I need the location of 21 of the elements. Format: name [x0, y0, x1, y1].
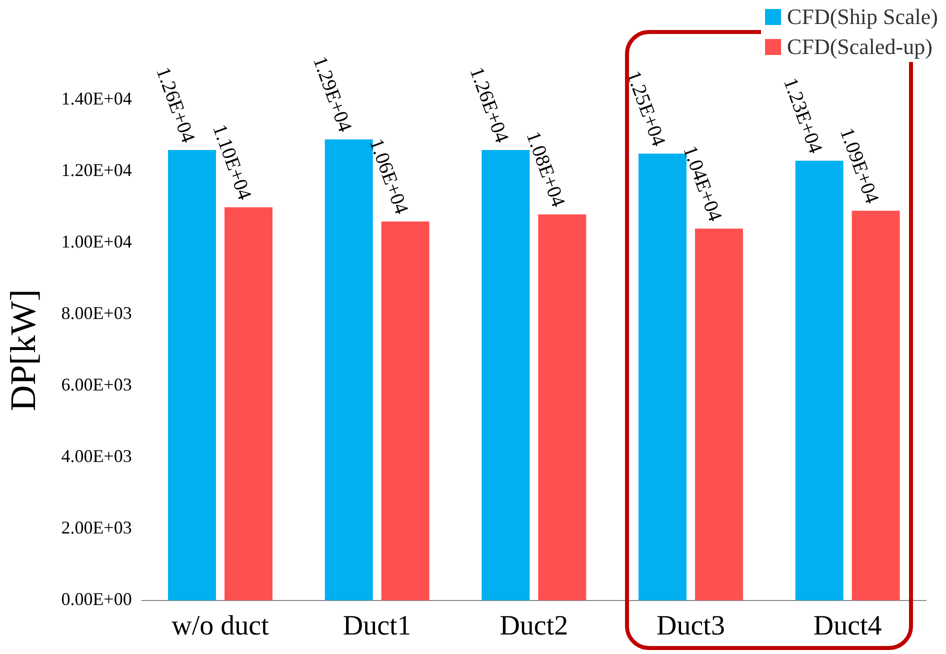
y-tick-label: 1.20E+04 [61, 160, 132, 180]
x-tick-label: Duct3 [656, 610, 725, 642]
bar [694, 228, 743, 600]
y-tick-label: 2.00E+03 [61, 518, 132, 538]
bar [852, 210, 900, 600]
bar [224, 207, 272, 600]
y-tick-label: 4.00E+03 [61, 446, 132, 466]
y-axis-title: DP[kW] [3, 289, 44, 412]
y-tick-label: 6.00E+03 [61, 374, 132, 395]
y-tick-label: 8.00E+03 [61, 303, 132, 324]
y-tick-label: 0.00E+00 [61, 589, 132, 610]
x-tick-label: Duct2 [500, 610, 568, 642]
x-tick-label: w/o duct [172, 610, 270, 642]
x-tick-label: Duct1 [342, 610, 412, 642]
y-tick-label: 1.00E+04 [61, 232, 132, 252]
bar [538, 214, 586, 600]
y-tick-label: 1.40E+04 [61, 88, 132, 109]
legend-label: CFD(Ship Scale) [787, 3, 938, 31]
bar [381, 222, 430, 600]
legend-label: CFD(Scaled-up) [787, 33, 932, 61]
x-tick-label: Duct4 [813, 610, 882, 642]
